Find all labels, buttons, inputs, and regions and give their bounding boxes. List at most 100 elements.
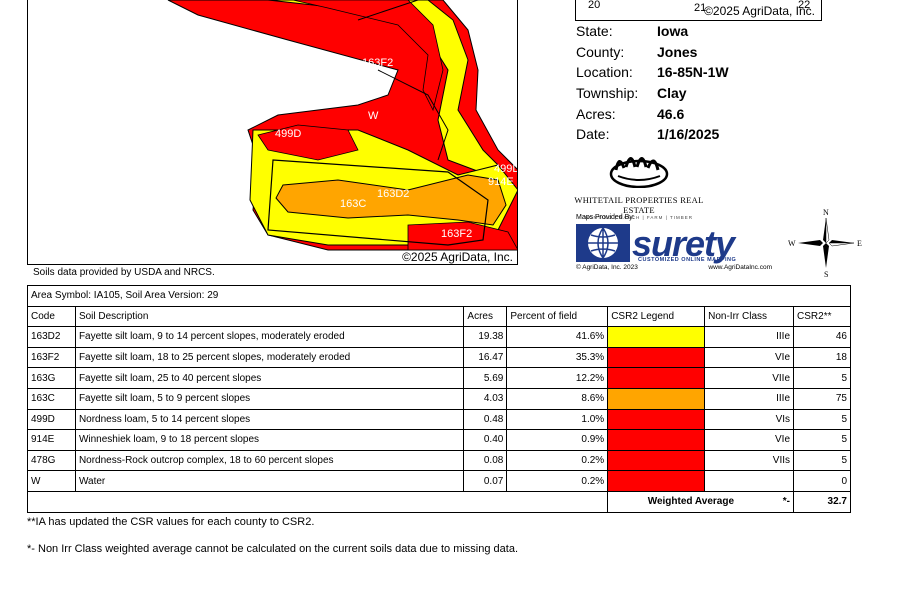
info-value: Clay xyxy=(657,85,687,102)
table-header-row: Code Soil Description Acres Percent of f… xyxy=(27,305,851,328)
surety-url: www.AgriDataInc.com xyxy=(708,264,772,271)
table-row: 914E Winneshiek loam, 9 to 18 percent slo… xyxy=(27,429,851,451)
soil-code: 914E xyxy=(27,429,76,451)
maps-provided-label: Maps Provided By: xyxy=(576,214,635,221)
info-state: State: Iowa xyxy=(576,21,796,42)
table-row: W Water 0.07 0.2% 0 xyxy=(27,470,851,492)
soil-percent: 35.3% xyxy=(506,346,609,369)
compass-e: E xyxy=(857,239,862,248)
compass-s: S xyxy=(824,270,828,278)
surety-tagline: CUSTOMIZED ONLINE MAPPING xyxy=(638,257,737,263)
soil-acres: 0.48 xyxy=(463,408,508,431)
non-irr-class: VIs xyxy=(704,408,795,431)
surety-footer: © AgriData, Inc. 2023 www.AgriDataInc.co… xyxy=(576,264,776,271)
info-key: Township: xyxy=(576,85,639,102)
csr2-value: 5 xyxy=(793,429,851,451)
soil-description: Nordness-Rock outcrop complex, 18 to 60 … xyxy=(74,449,465,472)
info-value: Iowa xyxy=(657,23,689,39)
soil-acres: 0.07 xyxy=(463,470,508,492)
soil-code: 163F2 xyxy=(27,346,76,369)
header-non-irr-class: Non-Irr Class xyxy=(704,305,795,328)
non-irr-class xyxy=(704,470,795,492)
csr2-legend-swatch xyxy=(607,408,706,431)
info-value: 16-85N-1W xyxy=(657,64,729,81)
mini-map-copyright: ©2025 AgriData, Inc. xyxy=(704,4,815,18)
non-irr-class: VIe xyxy=(704,346,795,369)
table-row: 163F2 Fayette silt loam, 18 to 25 percent… xyxy=(27,346,851,369)
info-key: Acres: xyxy=(576,105,616,122)
csr2-value: 5 xyxy=(793,408,851,431)
non-irr-class: VIIe xyxy=(704,367,795,389)
map-label-w: W xyxy=(368,110,379,122)
soil-percent: 8.6% xyxy=(506,387,609,410)
info-key: State: xyxy=(576,23,613,39)
whitetail-subtitle: HUNTING | RANCH | FARM | TIMBER xyxy=(585,215,693,220)
soil-description: Fayette silt loam, 5 to 9 percent slopes xyxy=(74,387,465,410)
map-label-499d-right: 499D xyxy=(494,163,518,175)
info-location: Location: 16-85N-1W xyxy=(576,62,796,83)
footnote-non-irr: *- Non Irr Class weighted average cannot… xyxy=(27,543,518,555)
soil-code: 499D xyxy=(27,408,76,431)
compass-rose-icon: N E S W xyxy=(788,208,862,278)
surety-wordmark: surety xyxy=(632,223,735,264)
soil-description: Fayette silt loam, 9 to 14 percent slope… xyxy=(74,326,465,348)
soil-description: Fayette silt loam, 25 to 40 percent slop… xyxy=(74,367,465,389)
csr2-legend-swatch xyxy=(607,449,706,472)
soil-percent: 41.6% xyxy=(506,326,609,348)
compass-w: W xyxy=(788,239,796,248)
header-percent: Percent of field xyxy=(506,305,609,328)
soil-code: W xyxy=(27,470,76,492)
surety-logo: Maps Provided By: surety CUSTOMIZED ONLI… xyxy=(576,214,776,274)
non-irr-class: VIIs xyxy=(704,449,795,472)
area-symbol-row: Area Symbol: IA105, Soil Area Version: 2… xyxy=(27,285,851,307)
info-key: Location: xyxy=(576,64,633,81)
soil-description: Nordness loam, 5 to 14 percent slopes xyxy=(74,408,465,431)
csr2-value: 75 xyxy=(793,387,851,410)
info-county: County: Jones xyxy=(576,42,796,63)
table-row: 163C Fayette silt loam, 5 to 9 percent sl… xyxy=(27,387,851,410)
soil-percent: 1.0% xyxy=(506,408,609,431)
soil-acres: 0.40 xyxy=(463,429,508,451)
soil-percent: 0.2% xyxy=(506,449,609,472)
csr2-value: 18 xyxy=(793,346,851,369)
header-csr2-legend: CSR2 Legend xyxy=(607,305,706,328)
soil-percent: 0.9% xyxy=(506,429,609,451)
map-label-499d: 499D xyxy=(275,128,302,140)
weighted-average-row: Weighted Average *- 32.7 xyxy=(26,490,851,513)
info-acres: Acres: 46.6 xyxy=(576,104,796,125)
header-soil-description: Soil Description xyxy=(74,305,465,328)
soil-percent: 0.2% xyxy=(506,470,609,492)
property-info: State: Iowa County: Jones Location: 16-85N-… xyxy=(576,21,796,145)
mini-map-section-21: 21 xyxy=(694,2,707,14)
mini-map-section-20: 20 xyxy=(588,0,601,11)
footnote-csr2: **IA has updated the CSR values for each… xyxy=(27,516,315,528)
soil-map: 163F2 W 499D 163D2 163C 163F2 499D 914E … xyxy=(27,0,518,265)
weighted-average-label: Weighted Average *- xyxy=(607,490,795,513)
csr2-value: 46 xyxy=(793,326,851,348)
csr2-legend-swatch xyxy=(607,326,706,348)
map-label-163d2: 163D2 xyxy=(377,188,410,200)
soil-acres: 5.69 xyxy=(463,367,508,389)
header-csr2: CSR2** xyxy=(793,305,851,328)
table-row: 163G Fayette silt loam, 25 to 40 percent … xyxy=(27,367,851,389)
non-irr-class: IIIe xyxy=(704,387,795,410)
surety-copyright: © AgriData, Inc. 2023 xyxy=(576,264,638,271)
weighted-csr: 32.7 xyxy=(793,490,851,513)
weighted-label-text: Weighted Average xyxy=(647,496,735,508)
map-label-914e: 914E xyxy=(488,176,514,188)
csr2-value: 5 xyxy=(793,367,851,389)
header-code: Code xyxy=(27,305,76,328)
compass-n: N xyxy=(823,208,829,217)
soil-acres: 19.38 xyxy=(463,326,508,348)
info-township: Township: Clay xyxy=(576,83,796,104)
csr2-legend-swatch xyxy=(607,367,706,389)
map-label-163f2-lower: 163F2 xyxy=(441,228,473,240)
soil-code: 163G xyxy=(27,367,76,389)
surety-globe-icon xyxy=(576,224,630,262)
soil-code: 478G xyxy=(27,449,76,472)
table-row: 163D2 Fayette silt loam, 9 to 14 percent … xyxy=(27,326,851,348)
info-key: Date: xyxy=(576,126,610,143)
whitetail-bear-paw-icon xyxy=(609,157,669,189)
weighted-class: *- xyxy=(782,496,791,508)
soil-code: 163C xyxy=(27,387,76,410)
